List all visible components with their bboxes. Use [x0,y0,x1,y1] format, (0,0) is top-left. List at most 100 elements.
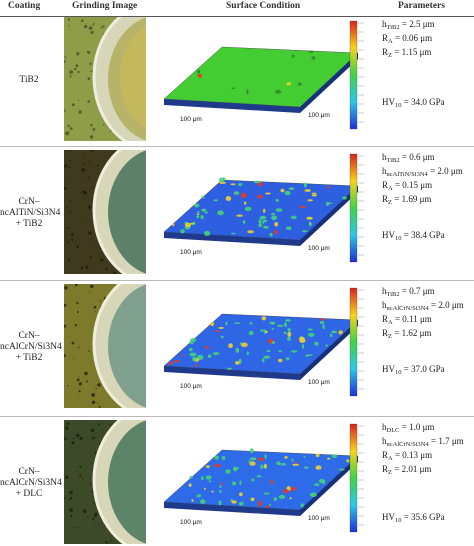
coating-name: CrN– ncAlCrN/Si3N4 + DLC [0,467,62,500]
param-hardness-subscript: 10 [395,102,402,109]
param-rz-subscript: Z [388,52,392,59]
table-row: CrN– ncAlTiN/Si3N4 + TiB2 100 μm 100 μm hTiB2… [0,150,474,276]
coating-name-line: ncAlTiN/Si3N4 [0,207,61,218]
param-rz-symbol: R [382,464,389,474]
header-coating: Coating [8,1,41,11]
param-thickness-1-symbol: h [382,286,387,296]
grinding-image [64,17,146,141]
coating-name: CrN– ncAlCrN/Si3N4 + TiB2 [0,330,62,364]
param-ra-subscript: A [388,38,393,45]
param-thickness-2-symbol: h [382,436,387,446]
param-thickness-1-symbol: h [382,152,387,162]
param-thickness-1-subscript: DLC [386,427,400,434]
surface-3d-graphic: 100 μm 100 μm [163,448,359,526]
param-hardness: HV10 = 34.0 GPa [382,97,445,109]
axis-length-label: 100 μm [308,112,330,119]
param-hardness-value: = 38.4 GPa [401,230,445,240]
param-hardness-symbol: HV [382,364,395,374]
row-separator [0,416,474,417]
param-ra: RA = 0.06 μm [382,33,474,47]
surface-plot: 100 μm 100 μm [158,154,364,274]
param-thickness-2-symbol: h [382,300,387,310]
coating-name: CrN– ncAlTiN/Si3N4 + TiB2 [0,196,61,230]
param-thickness-2: hncAlCrN/Si3N4 = 2.0 μm [382,300,474,314]
param-thickness-1-value: = 0.7 μm [399,286,435,296]
param-thickness-2-value: = 1.7 μm [428,436,464,446]
param-ra-subscript: A [388,455,393,462]
param-thickness-2: hncAlCrN/Si3N4 = 1.7 μm [382,436,474,450]
row-separator [0,146,474,147]
surface-plot: 100 μm 100 μm [158,424,364,544]
axis-length-label: 100 μm [180,116,202,123]
param-thickness-1-subscript: TiB2 [386,24,400,31]
param-hardness-symbol: HV [382,512,395,522]
param-thickness-1: hTiB2 = 0.7 μm [382,286,474,300]
grinding-image-graphic [64,150,146,274]
param-hardness-value: = 34.0 GPa [401,97,445,107]
color-scale-bar [348,422,368,534]
param-ra-symbol: R [382,450,389,460]
color-scale-bar [348,152,368,264]
axis-length-label: 100 μm [180,383,202,390]
param-hardness: HV10 = 38.4 GPa [382,230,445,242]
header-parameters: Parameters [398,1,445,11]
param-thickness-2-subscript: ncAlCrN/Si3N4 [386,441,429,448]
param-thickness-1-value: = 2.5 μm [399,19,435,29]
table-row: CrN– ncAlCrN/Si3N4 + DLC 100 μm 100 μm hDLC =… [0,420,474,546]
param-rz-value: = 2.01 μm [392,464,432,474]
param-rz: RZ = 2.01 μm [382,464,474,478]
coating-name-line: + DLC [15,488,43,499]
grinding-image-graphic [64,17,146,141]
parameters-list: hTiB2 = 2.5 μm RA = 0.06 μm RZ = 1.15 μm [382,19,474,61]
surface-plot: 100 μm 100 μm [158,21,364,141]
param-rz-subscript: Z [388,469,392,476]
axis-length-label: 100 μm [180,519,202,526]
param-ra-symbol: R [382,180,389,190]
coating-name: TiB2 [0,75,58,86]
axis-length-label: 100 μm [180,249,202,256]
param-rz-symbol: R [382,194,389,204]
axis-length-label: 100 μm [308,379,330,386]
param-ra-value: = 0.11 μm [392,314,432,324]
param-thickness-1-value: = 1.0 μm [399,422,435,432]
param-ra-value: = 0.13 μm [392,450,433,460]
param-rz-subscript: Z [388,333,392,340]
param-hardness-subscript: 10 [395,235,402,242]
coating-name-line: CrN– [18,330,40,341]
param-ra-subscript: A [388,185,393,192]
table-row: CrN– ncAlCrN/Si3N4 + TiB2 100 μm 100 μm hTiB2… [0,284,474,410]
coating-name-line: + TiB2 [15,218,43,229]
grinding-image-graphic [64,284,146,408]
parameters-list: hDLC = 1.0 μm hncAlCrN/Si3N4 = 1.7 μm RA =… [382,422,474,478]
param-thickness-1: hDLC = 1.0 μm [382,422,474,436]
grinding-image [64,150,146,274]
param-thickness-2-symbol: h [382,166,387,176]
param-rz: RZ = 1.69 μm [382,194,474,208]
coating-name-line: CrN– [18,196,40,207]
param-thickness-1: hTiB2 = 0.6 μm [382,152,474,166]
param-hardness-symbol: HV [382,230,395,240]
coating-name-line: ncAlCrN/Si3N4 [0,341,62,352]
parameters-list: hTiB2 = 0.7 μm hncAlCrN/Si3N4 = 2.0 μm RA … [382,286,474,342]
param-rz-value: = 1.62 μm [392,328,432,338]
color-scale-bar [348,286,368,398]
param-hardness: HV10 = 37.0 GPa [382,364,445,376]
param-thickness-2-value: = 2.0 μm [427,166,463,176]
param-thickness-2: hncAlTiN/Si3N4 = 2.0 μm [382,166,474,180]
param-ra-symbol: R [382,33,389,43]
param-ra-subscript: A [388,319,393,326]
surface-plot: 100 μm 100 μm [158,288,364,408]
surface-3d-graphic: 100 μm 100 μm [163,46,359,123]
table-header: Coating Grinding Image Surface Condition… [0,0,474,17]
grinding-image [64,420,146,544]
axis-length-label: 100 μm [308,515,330,522]
param-ra: RA = 0.13 μm [382,450,474,464]
param-thickness-2-value: = 2.0 μm [428,300,464,310]
param-hardness-value: = 37.0 GPa [401,364,445,374]
param-thickness-1-value: = 0.6 μm [399,152,435,162]
coating-name-line: ncAlCrN/Si3N4 [0,477,62,488]
param-thickness-1-symbol: h [382,422,387,432]
param-thickness-1-subscript: TiB2 [386,157,400,164]
param-thickness-2-subscript: ncAlCrN/Si3N4 [386,305,429,312]
